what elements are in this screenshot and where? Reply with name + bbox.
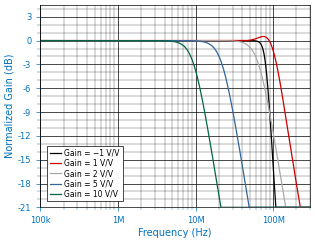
Legend: Gain = −1 V/V, Gain = 1 V/V, Gain = 2 V/V, Gain = 5 V/V, Gain = 10 V/V: Gain = −1 V/V, Gain = 1 V/V, Gain = 2 V/… — [47, 146, 123, 201]
Gain = −1 V/V — [303, 206, 307, 209]
Gain = 10 V/V — [274, 206, 278, 209]
Gain = 2 V/V — [85, 39, 89, 42]
Gain = 5 V/V — [303, 206, 307, 209]
Gain = −1 V/V — [308, 206, 312, 209]
Line: Gain = 1 V/V: Gain = 1 V/V — [40, 36, 310, 207]
Gain = 5 V/V — [85, 39, 89, 42]
Gain = 5 V/V — [38, 39, 42, 42]
Gain = 10 V/V — [38, 39, 42, 42]
Line: Gain = 5 V/V: Gain = 5 V/V — [40, 41, 310, 207]
Line: Gain = 10 V/V: Gain = 10 V/V — [40, 41, 310, 207]
Gain = 1 V/V — [261, 35, 265, 38]
Gain = 5 V/V — [154, 39, 158, 42]
Gain = 2 V/V — [308, 206, 312, 209]
Gain = 2 V/V — [274, 146, 278, 149]
Gain = 5 V/V — [274, 206, 278, 209]
Gain = −1 V/V — [142, 39, 146, 42]
Gain = 10 V/V — [69, 39, 73, 42]
Gain = 2 V/V — [303, 206, 307, 209]
Gain = 10 V/V — [303, 206, 307, 209]
Gain = −1 V/V — [154, 39, 158, 42]
Gain = 2 V/V — [38, 39, 42, 42]
Gain = −1 V/V — [69, 39, 73, 42]
Gain = 5 V/V — [69, 39, 73, 42]
Gain = 2 V/V — [142, 39, 146, 42]
X-axis label: Frequency (Hz): Frequency (Hz) — [139, 228, 212, 238]
Gain = 1 V/V — [308, 206, 312, 209]
Gain = −1 V/V — [38, 39, 42, 42]
Gain = 2 V/V — [284, 206, 288, 209]
Gain = 2 V/V — [154, 39, 158, 42]
Gain = −1 V/V — [274, 206, 278, 209]
Gain = 1 V/V — [38, 39, 42, 42]
Gain = 1 V/V — [69, 39, 73, 42]
Gain = 10 V/V — [219, 206, 223, 209]
Gain = 2 V/V — [69, 39, 73, 42]
Gain = 10 V/V — [154, 39, 158, 42]
Gain = 10 V/V — [142, 39, 146, 42]
Line: Gain = −1 V/V: Gain = −1 V/V — [40, 41, 310, 207]
Gain = −1 V/V — [274, 206, 278, 209]
Gain = 1 V/V — [303, 206, 307, 209]
Gain = −1 V/V — [85, 39, 89, 42]
Gain = 1 V/V — [298, 206, 302, 209]
Gain = 5 V/V — [247, 206, 251, 209]
Gain = 1 V/V — [274, 60, 278, 62]
Gain = 1 V/V — [85, 39, 89, 42]
Gain = 5 V/V — [142, 39, 146, 42]
Gain = 1 V/V — [142, 39, 146, 42]
Line: Gain = 2 V/V: Gain = 2 V/V — [40, 41, 310, 207]
Gain = 10 V/V — [85, 39, 89, 42]
Gain = 10 V/V — [308, 206, 312, 209]
Y-axis label: Normalized Gain (dB): Normalized Gain (dB) — [5, 54, 15, 158]
Gain = 5 V/V — [308, 206, 312, 209]
Gain = 1 V/V — [154, 39, 158, 42]
